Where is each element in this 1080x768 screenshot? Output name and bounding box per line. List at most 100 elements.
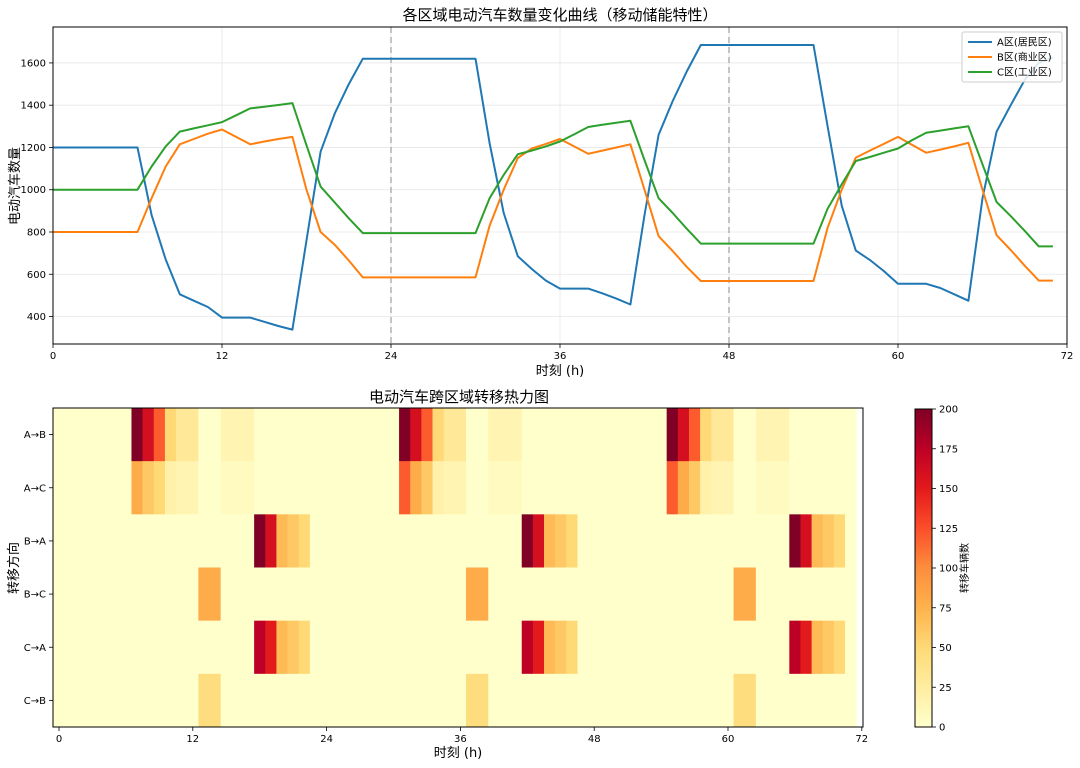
series-line-3 [53, 102, 1053, 248]
x-tick-label: 36 [454, 734, 467, 745]
heatmap-cell [254, 408, 266, 462]
heatmap-cell [53, 567, 65, 621]
heatmap-cell [410, 461, 422, 515]
heatmap-cell [287, 620, 300, 675]
heatmap-cell [666, 567, 679, 621]
heatmap-cell [700, 461, 712, 515]
x-tick-label: 60 [892, 351, 905, 362]
heatmap-cell [265, 461, 277, 515]
heatmap-cell [800, 461, 812, 515]
heatmap-cell [833, 461, 846, 515]
heatmap-cell [688, 567, 701, 621]
heatmap-cell [465, 567, 478, 621]
heatmap-cell [733, 673, 746, 728]
heatmap-cell [800, 620, 812, 675]
heatmap-cell [432, 567, 444, 621]
x-tick-label: 36 [554, 351, 567, 362]
heatmap-cell [98, 408, 110, 462]
heatmap-cell [677, 514, 690, 568]
heatmap-cell [622, 514, 634, 568]
heatmap-cell [198, 673, 210, 728]
heatmap-cell [811, 673, 824, 728]
heatmap-cell [566, 620, 578, 675]
heatmap-cell [833, 673, 846, 728]
heatmap-cell [276, 673, 288, 728]
heatmap-cell [287, 408, 300, 462]
heatmap-cell [845, 620, 857, 675]
heatmap-cell [75, 567, 88, 621]
heatmap-cell [811, 567, 824, 621]
heatmap-cell [142, 620, 155, 675]
heatmap-cell [198, 567, 210, 621]
heatmap-cell [242, 567, 255, 621]
heatmap-cell [432, 461, 444, 515]
heatmap-cell [365, 673, 378, 728]
heatmap-cell [700, 514, 712, 568]
heatmap-cell [109, 408, 121, 462]
series-line-2 [53, 128, 1053, 282]
heatmap-cell [198, 461, 210, 515]
heatmap-cell [410, 567, 422, 621]
heatmap-cell [443, 408, 456, 462]
heatmap-cell [711, 567, 723, 621]
heatmap-cell [822, 620, 835, 675]
heatmap-cell [209, 408, 221, 462]
heatmap-cell [321, 514, 333, 568]
heatmap-cell [532, 673, 545, 728]
heatmap-cell [399, 514, 411, 568]
heatmap-cell [343, 620, 355, 675]
heatmap-x-ticks: 0 12 24 36 48 60 72 [56, 727, 868, 745]
heatmap-cell [365, 461, 378, 515]
x-tick-label: 0 [56, 734, 62, 745]
heatmap-cell [187, 461, 199, 515]
x-tick-label: 24 [385, 351, 398, 362]
heatmap-cell [666, 408, 679, 462]
heatmap-cell [800, 408, 812, 462]
heatmap-cell [242, 461, 255, 515]
heatmap-cell [176, 620, 188, 675]
heatmap-cell [109, 673, 121, 728]
heatmap-cell [767, 514, 779, 568]
heatmap-cell [86, 514, 99, 568]
heatmap-cell [688, 673, 701, 728]
heatmap-cell [755, 514, 768, 568]
y-tick-label: 800 [27, 227, 46, 238]
heatmap-cell [755, 567, 768, 621]
heatmap-cell [176, 514, 188, 568]
heatmap-cell [254, 567, 266, 621]
heatmap-cell [700, 567, 712, 621]
series-line-1 [53, 44, 1054, 331]
heatmap-cell [733, 620, 746, 675]
heatmap-cell [153, 567, 166, 621]
heatmap-cell [588, 461, 601, 515]
heatmap-cell [800, 673, 812, 728]
heatmap-cell [711, 620, 723, 675]
y-tick-label: B→A [24, 536, 46, 547]
heatmap-cell [778, 567, 790, 621]
heatmap-cell [231, 408, 244, 462]
heatmap-cell [822, 567, 835, 621]
heatmap-cell [666, 620, 679, 675]
colorbar-tick-label: 0 [939, 723, 945, 734]
heatmap-cell [767, 567, 779, 621]
line-chart-grid [52, 27, 1068, 344]
heatmap-cell [577, 514, 589, 568]
heatmap-cell [633, 620, 645, 675]
heatmap-cell [410, 673, 422, 728]
heatmap-cell [53, 620, 65, 675]
line-chart-reference-lines [390, 27, 730, 344]
line-chart-series [53, 44, 1054, 331]
heatmap-cell [231, 673, 244, 728]
heatmap-cell [86, 620, 99, 675]
heatmap-cell [644, 461, 656, 515]
heatmap-cell [521, 514, 534, 568]
heatmap-cell [321, 620, 333, 675]
heatmap-cell [153, 514, 166, 568]
heatmap-cell [98, 461, 110, 515]
heatmap-cell [544, 567, 556, 621]
heatmap-cell [610, 620, 623, 675]
heatmap-x-label: 时刻 (h) [434, 746, 483, 761]
heatmap-cell [811, 620, 824, 675]
heatmap-cell [376, 514, 389, 568]
